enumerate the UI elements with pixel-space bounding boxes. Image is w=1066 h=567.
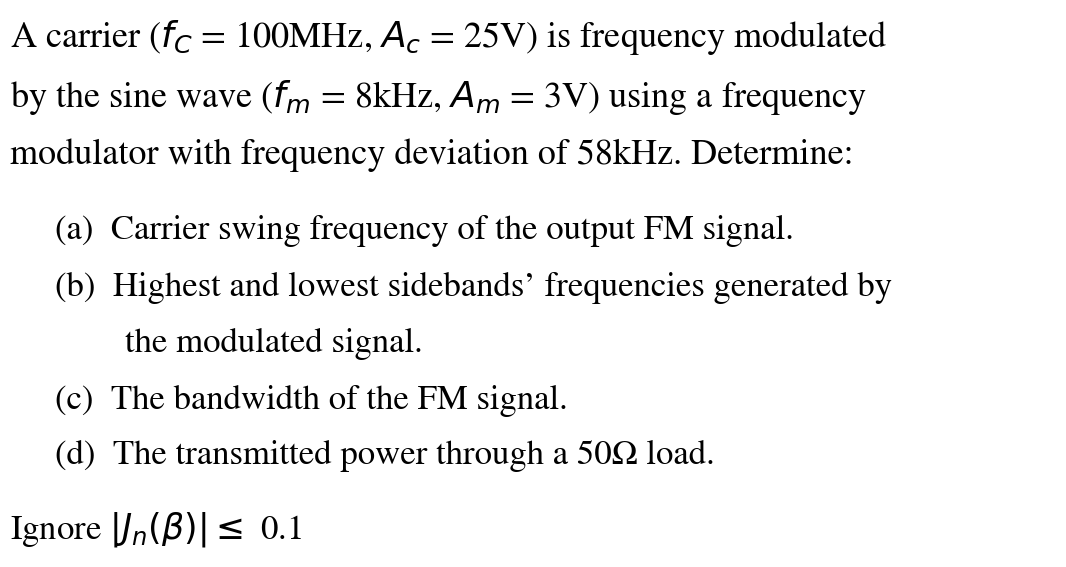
Text: A carrier ($f_C$ = 100MHz, $A_c$ = 25V) is frequency modulated: A carrier ($f_C$ = 100MHz, $A_c$ = 25V) …	[10, 18, 888, 57]
Text: (c)  The bandwidth of the FM signal.: (c) The bandwidth of the FM signal.	[55, 385, 568, 417]
Text: by the sine wave ($f_m$ = 8kHz, $A_m$ = 3V) using a frequency: by the sine wave ($f_m$ = 8kHz, $A_m$ = …	[10, 78, 867, 117]
Text: (a)  Carrier swing frequency of the output FM signal.: (a) Carrier swing frequency of the outpu…	[55, 215, 794, 247]
Text: modulator with frequency deviation of 58kHz. Determine:: modulator with frequency deviation of 58…	[10, 138, 854, 172]
Text: Ignore $|J_n(\beta)| \leq$ 0.1: Ignore $|J_n(\beta)| \leq$ 0.1	[10, 510, 302, 549]
Text: (d)  The transmitted power through a 50Ω load.: (d) The transmitted power through a 50Ω …	[55, 440, 714, 472]
Text: (b)  Highest and lowest sidebands’ frequencies generated by: (b) Highest and lowest sidebands’ freque…	[55, 272, 892, 304]
Text: the modulated signal.: the modulated signal.	[55, 328, 423, 360]
